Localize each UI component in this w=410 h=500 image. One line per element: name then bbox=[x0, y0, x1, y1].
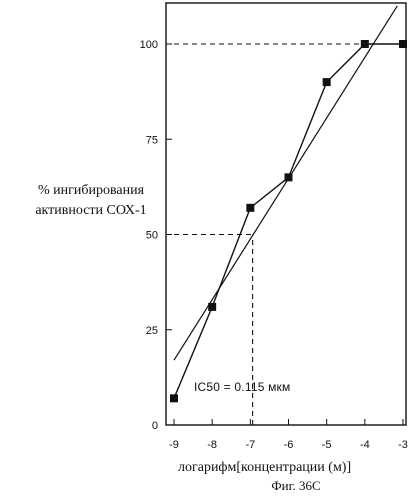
x-tick-label--3: -3 bbox=[398, 439, 408, 451]
data-point-4 bbox=[323, 78, 331, 86]
reference-lines bbox=[174, 44, 403, 425]
x-axis-label: логарифм[концентрации (м)] bbox=[178, 460, 410, 476]
x-tick-label--6: -6 bbox=[284, 439, 294, 451]
data-series-group bbox=[170, 40, 407, 402]
y-tick-label-25: 25 bbox=[146, 325, 158, 337]
data-point-0 bbox=[170, 394, 178, 402]
series-line bbox=[174, 44, 403, 398]
x-tick-label--7: -7 bbox=[245, 439, 255, 451]
y-tick-label-0: 0 bbox=[152, 420, 158, 432]
data-point-5 bbox=[361, 40, 369, 48]
x-tick-label--4: -4 bbox=[360, 439, 370, 451]
y-axis-label: % ингибирования активности СОХ-1 bbox=[16, 181, 166, 221]
x-tick-label--8: -8 bbox=[207, 439, 217, 451]
fit-line-group bbox=[174, 6, 397, 360]
y-tick-label-75: 75 bbox=[146, 134, 158, 146]
fit-line bbox=[174, 6, 397, 360]
figure-caption: Фиг. 36С bbox=[256, 478, 336, 494]
x-tick-label--9: -9 bbox=[169, 439, 179, 451]
y-axis-ticks: 0 25 50 75 100 bbox=[140, 39, 172, 432]
y-tick-label-100: 100 bbox=[140, 39, 158, 51]
x-axis-ticks: -9 -8 -7 -6 -5 -4 -3 bbox=[169, 419, 408, 451]
x-tick-label--5: -5 bbox=[322, 439, 332, 451]
plot-frame bbox=[166, 3, 406, 425]
data-point-6 bbox=[399, 40, 407, 48]
data-point-1 bbox=[208, 303, 216, 311]
y-axis-label-line1: % ингибирования bbox=[16, 181, 166, 201]
y-axis-label-line2: активности СОХ-1 bbox=[16, 201, 166, 221]
data-point-3 bbox=[285, 173, 293, 181]
plot-border bbox=[166, 3, 406, 425]
ic50-annotation: IC50 = 0.115 мкм bbox=[194, 380, 290, 394]
y-tick-label-50: 50 bbox=[146, 230, 158, 242]
data-point-2 bbox=[246, 204, 254, 212]
